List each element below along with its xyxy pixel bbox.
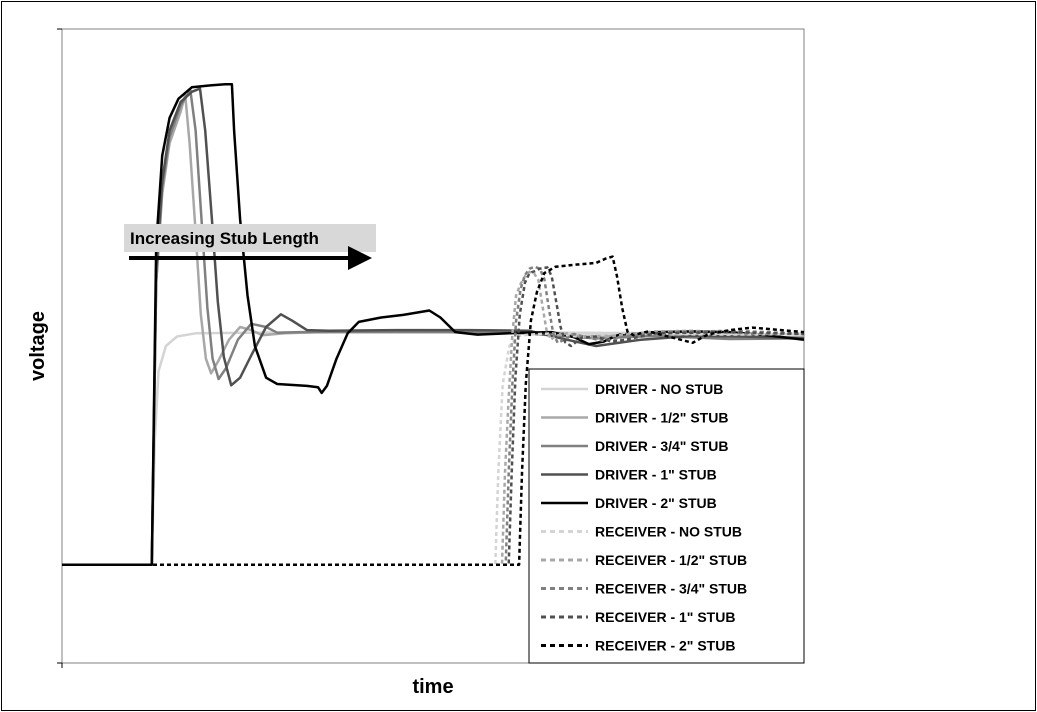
series-line-receiver-2-stub [62, 255, 805, 566]
annotation-text: Increasing Stub Length [130, 229, 319, 248]
legend-label-receiver-2-stub: RECEIVER - 2" STUB [595, 638, 735, 654]
series-line-receiver-1-2-stub [62, 270, 804, 566]
legend-label-receiver-3-4-stub: RECEIVER - 3/4" STUB [595, 581, 747, 597]
plot-area [61, 28, 805, 664]
legend: DRIVER - NO STUB DRIVER - 1/2" STUB DRIVER… [528, 368, 805, 664]
series-layer [62, 82, 805, 566]
legend-label-driver-1-2-stub: DRIVER - 1/2" STUB [595, 410, 728, 426]
series-line-receiver-3-4-stub [62, 265, 805, 566]
y-axis-label: voltage [27, 311, 49, 381]
legend-label-driver-1-stub: DRIVER - 1" STUB [595, 467, 717, 483]
legend-label-driver-2-stub: DRIVER - 2" STUB [595, 495, 717, 511]
x-axis-label: time [412, 676, 453, 698]
legend-label-receiver-no-stub: RECEIVER - NO STUB [595, 524, 742, 540]
stub-length-annotation: Increasing Stub Length [124, 224, 376, 270]
legend-label-receiver-1-2-stub: RECEIVER - 1/2" STUB [595, 552, 747, 568]
series-line-receiver-no-stub [62, 331, 805, 566]
legend-label-driver-3-4-stub: DRIVER - 3/4" STUB [595, 438, 728, 454]
legend-label-driver-no-stub: DRIVER - NO STUB [595, 381, 723, 397]
legend-label-receiver-1-stub: RECEIVER - 1" STUB [595, 609, 735, 625]
annotation-background [124, 224, 376, 252]
series-line-receiver-1-stub [62, 266, 805, 566]
series-line-driver-2-stub [62, 82, 805, 566]
annotation-arrow-head [348, 246, 372, 270]
